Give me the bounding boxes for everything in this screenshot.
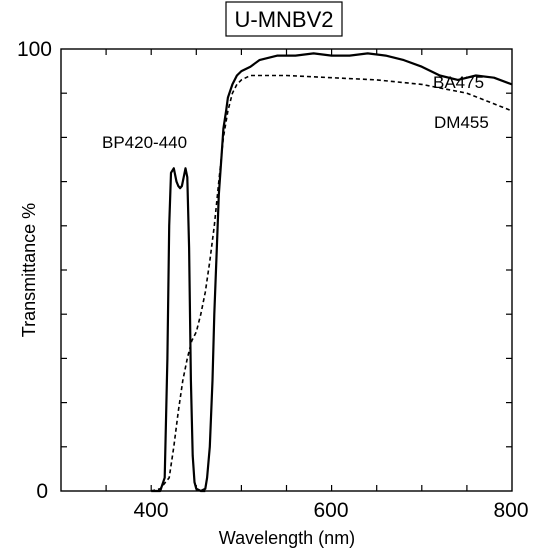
annotation-ba475: BA475 xyxy=(433,73,484,92)
series-layer xyxy=(151,52,513,493)
series-line-ba475 xyxy=(200,52,513,492)
x-axis-label: Wavelength (nm) xyxy=(219,528,355,548)
x-tick-label-600: 600 xyxy=(313,499,348,522)
annotation-dm455: DM455 xyxy=(434,113,489,132)
x-tick-label-800: 800 xyxy=(493,499,528,522)
title-box xyxy=(225,1,343,37)
y-axis-label: Transmittance % xyxy=(19,203,39,337)
axis-labels: 400 600 800 0 100 Wavelength (nm) Transm… xyxy=(17,38,529,548)
axis-ticks xyxy=(61,49,512,491)
series-line-bp420-440 xyxy=(151,167,206,493)
chart-title: U-MNBV2 xyxy=(234,7,333,32)
series-annotations: BP420-440 DM455 BA475 xyxy=(102,73,489,152)
x-tick-label-400: 400 xyxy=(133,499,168,522)
y-tick-label-100: 100 xyxy=(17,38,52,61)
plot-area xyxy=(60,48,513,493)
annotation-bp420-440: BP420-440 xyxy=(102,133,187,152)
series-line-dm455 xyxy=(151,74,513,492)
title-group: U-MNBV2 xyxy=(225,1,343,37)
y-tick-label-0: 0 xyxy=(36,480,48,503)
